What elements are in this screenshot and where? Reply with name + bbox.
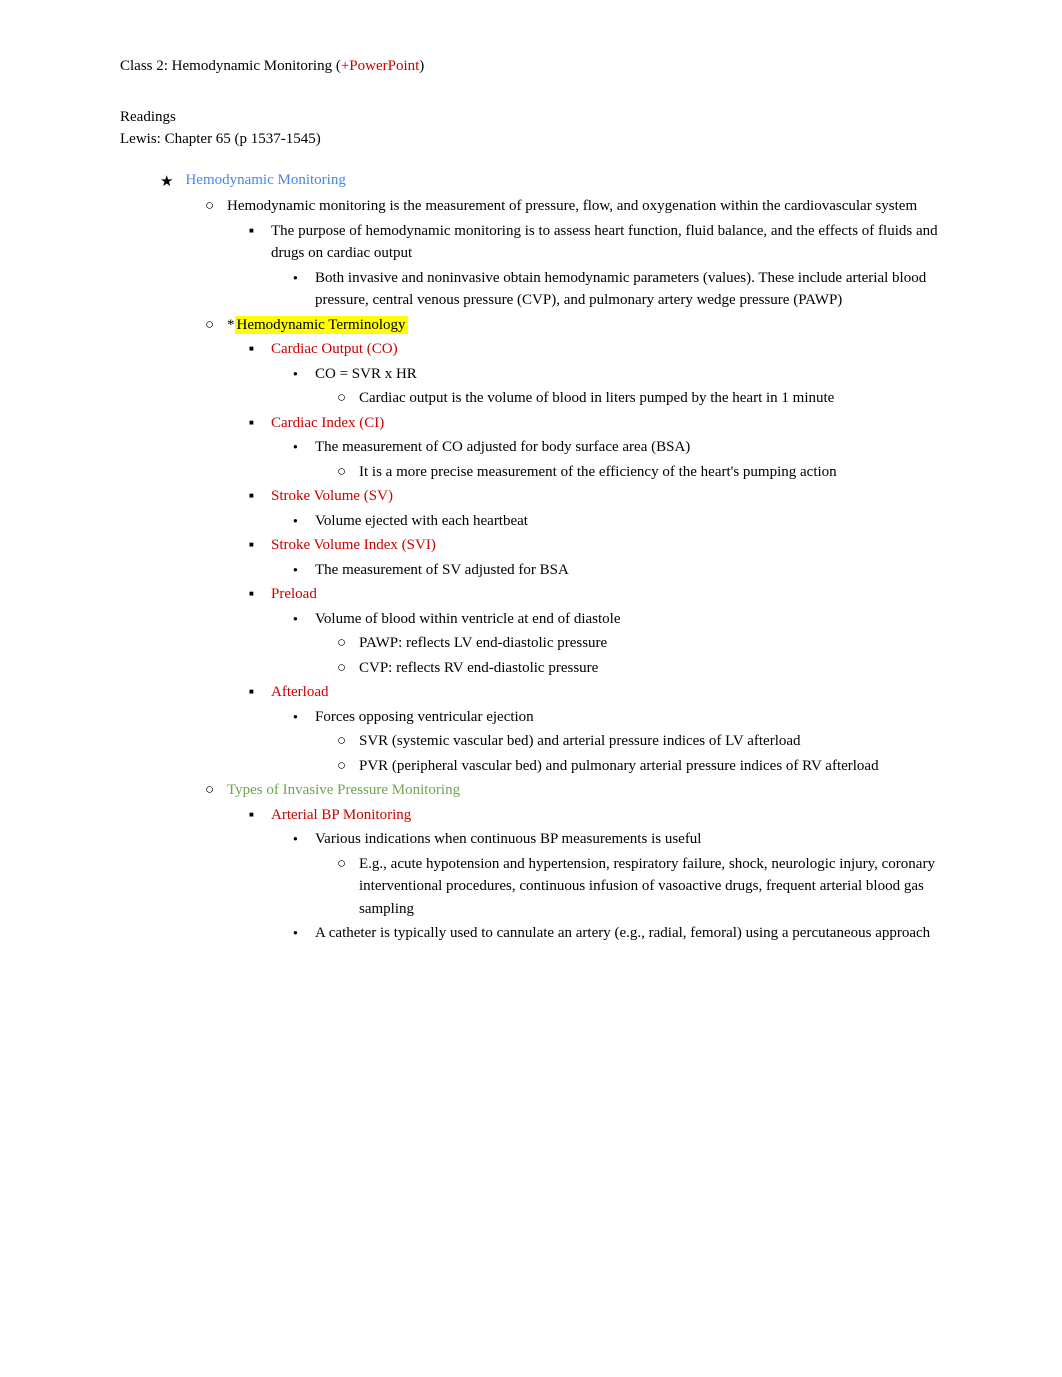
terminology-section: *Hemodynamic Terminology Cardiac Output … [205, 314, 942, 778]
readings-text: Lewis: Chapter 65 (p 1537-1545) [120, 128, 942, 151]
star-heading: Hemodynamic Monitoring [185, 169, 345, 192]
title-main: Class 2: Hemodynamic Monitoring ( [120, 58, 341, 74]
afterload-def: Forces opposing ventricular ejection SVR… [293, 706, 942, 778]
sv-item: Stroke Volume (SV) Volume ejected with e… [249, 485, 942, 532]
afterload-s2: PVR (peripheral vascular bed) and pulmon… [337, 755, 942, 778]
co-label: Cardiac Output (CO) [271, 341, 398, 357]
hemo-purpose: The purpose of hemodynamic monitoring is… [249, 220, 942, 312]
invasive-section: Types of Invasive Pressure Monitoring Ar… [205, 779, 942, 945]
ci-def-text: The measurement of CO adjusted for body … [315, 439, 690, 455]
afterload-s1-text: SVR (systemic vascular bed) and arterial… [359, 733, 801, 749]
arterial-p1: Various indications when continuous BP m… [293, 828, 942, 920]
sv-label: Stroke Volume (SV) [271, 488, 393, 504]
co-formula: CO = SVR x HR Cardiac output is the volu… [293, 363, 942, 410]
hemo-parameters: Both invasive and noninvasive obtain hem… [293, 267, 942, 312]
ci-def: The measurement of CO adjusted for body … [293, 436, 942, 483]
sv-def-text: Volume ejected with each heartbeat [315, 513, 528, 529]
arterial-p3-text: A catheter is typically used to cannulat… [315, 925, 930, 941]
co-item: Cardiac Output (CO) CO = SVR x HR Cardia… [249, 338, 942, 410]
hemo-monitoring-def: Hemodynamic monitoring is the measuremen… [205, 195, 942, 312]
svi-def: The measurement of SV adjusted for BSA [293, 559, 942, 582]
arterial-p2: E.g., acute hypotension and hypertension… [337, 853, 942, 921]
preload-item: Preload Volume of blood within ventricle… [249, 583, 942, 679]
preload-label: Preload [271, 586, 317, 602]
afterload-item: Afterload Forces opposing ventricular ej… [249, 681, 942, 777]
hemo-purpose-text: The purpose of hemodynamic monitoring is… [271, 223, 938, 262]
hemo-param-pawp: pulmonary artery wedge pressure (PAWP) [589, 292, 842, 308]
ci-sub: It is a more precise measurement of the … [337, 461, 942, 484]
ci-label: Cardiac Index (CI) [271, 415, 384, 431]
arterial-bp-label: Arterial BP Monitoring [271, 807, 411, 823]
readings-label: Readings [120, 106, 942, 129]
star-heading-row: ★ Hemodynamic Monitoring [160, 169, 942, 194]
ci-sub-text: It is a more precise measurement of the … [359, 464, 837, 480]
preload-s1: PAWP: reflects LV end-diastolic pressure [337, 632, 942, 655]
hemo-param-cvp: central venous pressure (CVP) [372, 292, 556, 308]
afterload-label: Afterload [271, 684, 328, 700]
svi-def-text: The measurement of SV adjusted for BSA [315, 562, 569, 578]
co-formula-text: CO = SVR x HR [315, 366, 417, 382]
svi-label: Stroke Volume Index (SVI) [271, 537, 436, 553]
co-def: Cardiac output is the volume of blood in… [337, 387, 942, 410]
invasive-heading: Types of Invasive Pressure Monitoring [227, 782, 460, 798]
afterload-def-text: Forces opposing ventricular ejection [315, 709, 534, 725]
afterload-s1: SVR (systemic vascular bed) and arterial… [337, 730, 942, 753]
arterial-bp-item: Arterial BP Monitoring Various indicatio… [249, 804, 942, 945]
svi-item: Stroke Volume Index (SVI) The measuremen… [249, 534, 942, 581]
preload-s2: CVP: reflects RV end-diastolic pressure [337, 657, 942, 680]
arterial-p2-text: E.g., acute hypotension and hypertension… [359, 856, 935, 917]
hemo-param-sep2: , and [556, 292, 589, 308]
preload-def-text: Volume of blood within ventricle at end … [315, 611, 621, 627]
hemo-param-1: Both invasive and noninvasive obtain hem… [315, 270, 846, 286]
title-powerpoint: +PowerPoint [341, 58, 419, 74]
preload-s2-text: CVP: reflects RV end-diastolic pressure [359, 660, 598, 676]
preload-def: Volume of blood within ventricle at end … [293, 608, 942, 680]
co-def-text: Cardiac output is the volume of blood in… [359, 390, 834, 406]
arterial-p1-text: Various indications when continuous BP m… [315, 831, 701, 847]
preload-s1-text: PAWP: reflects LV end-diastolic pressure [359, 635, 607, 651]
ci-item: Cardiac Index (CI) The measurement of CO… [249, 412, 942, 484]
document-title: Class 2: Hemodynamic Monitoring (+PowerP… [120, 55, 942, 78]
hemo-term-def: is the measurement of pressure, flow, an… [386, 198, 917, 214]
terminology-star: * [227, 317, 235, 333]
arterial-p3: A catheter is typically used to cannulat… [293, 922, 942, 945]
title-close: ) [419, 58, 424, 74]
star-icon: ★ [160, 171, 173, 194]
terminology-heading: Hemodynamic Terminology [235, 316, 408, 334]
afterload-s2-text: PVR (peripheral vascular bed) and pulmon… [359, 758, 879, 774]
hemo-term: Hemodynamic monitoring [227, 198, 386, 214]
sv-def: Volume ejected with each heartbeat [293, 510, 942, 533]
